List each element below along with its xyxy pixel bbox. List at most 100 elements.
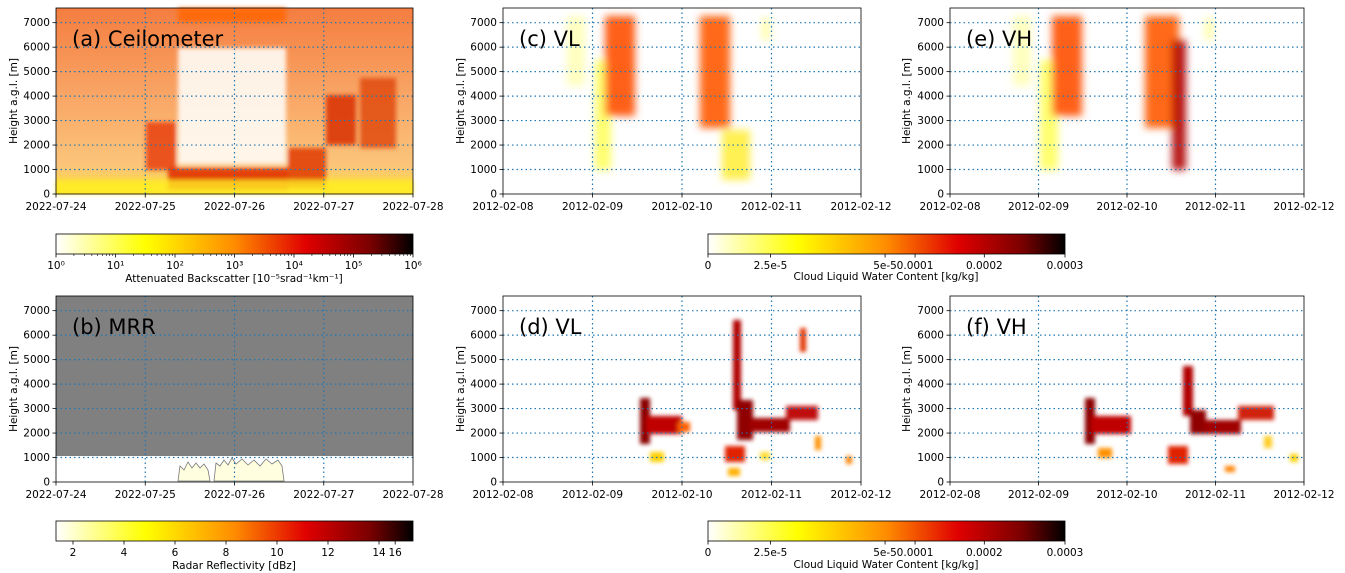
panel-f-feature-8: [1168, 446, 1188, 464]
panel-b-xtick-label-1: 2022-07-25: [115, 489, 176, 501]
panel-c-feature-1: [567, 16, 585, 86]
panel-f-ytick-label-7: 7000: [917, 305, 944, 317]
panel-c-ytick-label-1: 1000: [470, 164, 497, 176]
panel-a-ytick-label-0: 0: [43, 189, 50, 201]
panel-a-xtick-label-3: 2022-07-27: [293, 201, 354, 213]
panel-f-feature-7: [1098, 448, 1112, 458]
colorbar-reflectivity-label: Radar Reflectivity [dBz]: [172, 560, 296, 572]
panel-b-ytick-label-0: 0: [43, 477, 50, 489]
panel-b-ytick-label-5: 5000: [23, 354, 50, 366]
colorbar-clwc-bottom-bar: [707, 520, 1066, 542]
panel-c-xtick-label-4: 2012-02-12: [830, 201, 891, 213]
panel-c-features: [567, 16, 770, 180]
panel-d-ytick-label-2: 2000: [470, 428, 497, 440]
panel-a-feature-cloud-1: [146, 122, 176, 170]
panel-c-feature-3: [605, 16, 635, 116]
panel-e-xtick-label-1: 2012-02-09: [1008, 201, 1069, 213]
panel-d-feature-1: [640, 398, 650, 444]
panel-a-feature-high-cloud: [178, 8, 286, 22]
panel-c-axes: 0 1000 2000 3000 4000 5000 6000 7000 2012-02-08 2…: [470, 17, 891, 213]
colorbar_bottom_left-tick-label-2: 6: [172, 547, 179, 559]
colorbar_top_left-tick-label-1: 10¹: [107, 260, 125, 272]
panel-a-ytick-label-1: 1000: [23, 164, 50, 176]
panel-b-ytick-label-4: 4000: [23, 379, 50, 391]
colorbar_top_right-tick-label-4: 0.0002: [966, 260, 1003, 272]
panel-f-xtick-label-4: 2012-02-12: [1273, 489, 1334, 501]
panel-e-xtick-label-0: 2012-02-08: [919, 201, 980, 213]
panel-f-feature-1: [1085, 398, 1095, 444]
colorbar-clwc-bottom-label: Cloud Liquid Water Content [kg/kg]: [793, 559, 978, 571]
panel-a-ytick-label-3: 3000: [23, 115, 50, 127]
panel-f-feature-10: [1225, 466, 1235, 472]
panel-a-xtick-label-2: 2022-07-26: [204, 201, 265, 213]
colorbar-backscatter-bar: [55, 233, 414, 255]
panel-e-ylabel: Height a.g.l. [m]: [901, 58, 913, 144]
panel-e-ytick-label-5: 5000: [917, 66, 944, 78]
colorbar_top_left-tick-label-6: 10⁶: [404, 260, 422, 272]
panel-d-xtick-label-2: 2012-02-10: [651, 489, 712, 501]
panel-c-xtick-label-0: 2012-02-08: [472, 201, 533, 213]
panel-a-ylabel: Height a.g.l. [m]: [8, 58, 20, 144]
panel-a-grid: [56, 8, 413, 194]
colorbar-clwc-top-ticks: 0 2.5e-5 5e-5 0.0001 0.0002 0.0003: [705, 254, 1084, 272]
panel-e-axes: 0 1000 2000 3000 4000 5000 6000 7000 2012-02-08 2…: [917, 17, 1334, 213]
panel-b-xtick-label-4: 2022-07-28: [382, 489, 443, 501]
colorbar-clwc-top: 0 2.5e-5 5e-5 0.0001 0.0002 0.0003 Cloud Liqu…: [705, 233, 1084, 283]
panel-f-feature-4: [1190, 410, 1206, 434]
panel-c-background: [503, 8, 861, 194]
panel-b-ytick-label-3: 3000: [23, 403, 50, 415]
panel-f-feature-5: [1205, 420, 1241, 434]
panel-d-feature-7: [786, 406, 818, 420]
panel-f-ytick-label-1: 1000: [917, 452, 944, 464]
colorbar_bottom_left-tick-label-6: 14: [372, 547, 386, 559]
colorbar_bottom_left-tick-label-4: 10: [270, 547, 283, 559]
panel-a-feature-cloud-4: [360, 78, 396, 148]
panel-f-feature-6: [1238, 406, 1274, 420]
panel-b-axes: 0 1000 2000 3000 4000 5000 6000 7000 2022-07-24 2…: [23, 305, 443, 501]
colorbar_bottom_right-tick-label-3: 0.0001: [897, 547, 934, 559]
panel-c-xtick-label-3: 2012-02-11: [741, 201, 802, 213]
panel-d-xtick-label-3: 2012-02-11: [741, 489, 802, 501]
panel-b-xtick-label-3: 2022-07-27: [293, 489, 354, 501]
panel-a-xtick-label-4: 2022-07-28: [382, 201, 443, 213]
panel-d-ytick-label-4: 4000: [470, 379, 497, 391]
panel-d-feature-8: [800, 328, 806, 352]
colorbar_bottom_right-tick-label-0: 0: [705, 547, 712, 559]
panel-a-ytick-label-4: 4000: [23, 91, 50, 103]
panel-f-ytick-label-6: 6000: [917, 330, 944, 342]
panel-c-xtick-label-1: 2012-02-09: [562, 201, 623, 213]
panel-d-axes: 0 1000 2000 3000 4000 5000 6000 7000 2012-02-08 2…: [470, 305, 891, 501]
panel-c-ytick-label-6: 6000: [470, 42, 497, 54]
panel-c-vl: 0 1000 2000 3000 4000 5000 6000 7000 2012-02-08 2…: [455, 7, 892, 213]
colorbar-reflectivity-ticks: 2 4 6 8 10 12 14 16: [70, 541, 402, 559]
colorbar_top_right-tick-label-1: 2.5e-5: [754, 260, 788, 272]
panel-f-ytick-label-2: 2000: [917, 428, 944, 440]
panel-b-features: [177, 457, 285, 482]
panel-c-ytick-label-7: 7000: [470, 17, 497, 29]
colorbar_top_left-tick-label-3: 10³: [226, 260, 244, 272]
panel-e-ytick-label-6: 6000: [917, 42, 944, 54]
colorbar_top_right-tick-label-5: 0.0003: [1047, 260, 1084, 272]
colorbar_bottom_right-tick-label-5: 0.0003: [1047, 547, 1084, 559]
panel-d-ytick-label-0: 0: [490, 477, 497, 489]
panel-c-ytick-label-3: 3000: [470, 115, 497, 127]
colorbar-reflectivity-bar: [55, 520, 414, 542]
panel-e-xtick-label-4: 2012-02-12: [1273, 201, 1334, 213]
panel-b-xtick-label-2: 2022-07-26: [204, 489, 265, 501]
panel-d-feature-11: [760, 452, 770, 460]
panel-f-ytick-label-4: 4000: [917, 379, 944, 391]
panel-a-ytick-label-7: 7000: [23, 17, 50, 29]
panel-b-ytick-label-6: 6000: [23, 330, 50, 342]
panel-e-xtick-label-2: 2012-02-10: [1096, 201, 1157, 213]
panel-c-ytick-label-0: 0: [490, 189, 497, 201]
panel-d-feature-14: [846, 456, 852, 464]
panel-f-ytick-label-3: 3000: [917, 403, 944, 415]
panel-b-title: (b) MRR: [72, 315, 156, 339]
panel-d-ylabel: Height a.g.l. [m]: [455, 346, 467, 432]
colorbar-clwc-bottom-ticks: 0 2.5e-5 5e-5 0.0001 0.0002 0.0003: [705, 541, 1084, 559]
panel-d-ytick-label-5: 5000: [470, 354, 497, 366]
colorbar_bottom_left-tick-label-0: 2: [70, 547, 77, 559]
colorbar_top_left-tick-label-4: 10⁴: [285, 260, 303, 272]
panel-e-title: (e) VH: [966, 27, 1032, 51]
panel-d-ytick-label-7: 7000: [470, 305, 497, 317]
